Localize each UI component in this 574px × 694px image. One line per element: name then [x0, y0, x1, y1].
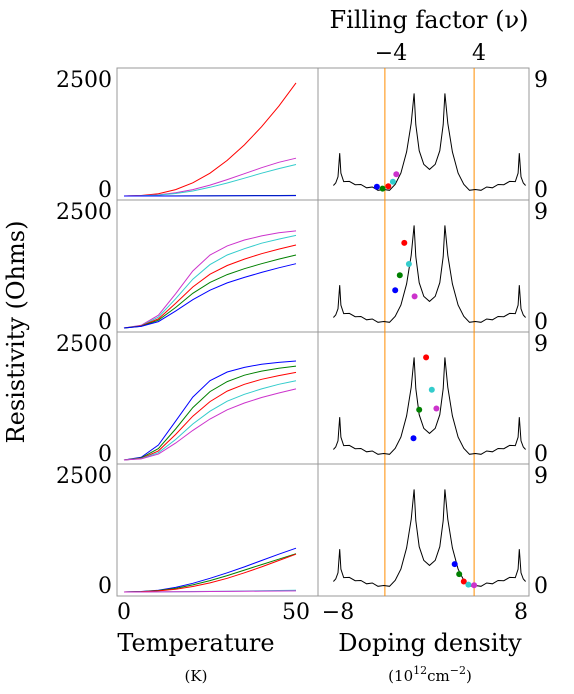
temperature-series-2-4 — [123, 254, 297, 329]
x-tick-minus-8: −8 — [322, 600, 354, 625]
right-y-tick-bottom-4: 0 — [534, 574, 548, 599]
x-tick-0: 0 — [117, 600, 131, 625]
doping-panel-1 — [317, 67, 530, 201]
x-axis-unit-temperature: (K) — [185, 667, 208, 685]
x-tick-50: 50 — [282, 600, 310, 625]
resistivity-curve-4 — [333, 489, 526, 587]
doping-unit-exp2: −2 — [450, 664, 466, 677]
doping-marker-1-2 — [379, 185, 386, 192]
temperature-series-2-2 — [123, 234, 297, 329]
x-tick-8: 8 — [514, 600, 528, 625]
temperature-curves — [123, 82, 297, 593]
doping-marker-2-3 — [401, 239, 408, 246]
doping-marker-4-5 — [471, 582, 478, 589]
doping-marker-4-3 — [460, 578, 467, 585]
top-tick-4: 4 — [472, 41, 486, 66]
doping-marker-4-1 — [451, 561, 458, 568]
temperature-series-4-5 — [124, 590, 297, 593]
temperature-series-1-2 — [123, 157, 297, 197]
doping-marker-3-5 — [433, 405, 440, 412]
temperature-series-3-5 — [123, 388, 297, 461]
doping-marker-4-2 — [456, 571, 463, 578]
temperature-panel-3 — [116, 331, 319, 465]
doping-panels — [317, 67, 530, 597]
doping-unit-base: (10 — [388, 667, 413, 685]
filling-factor-label: Filling factor (ν) — [330, 6, 529, 34]
temperature-series-1-3 — [123, 164, 297, 197]
temperature-series-3-1 — [123, 360, 297, 461]
x-axis-unit-doping: (1012cm−2) — [388, 664, 472, 685]
y-tick-top-4: 2500 — [56, 464, 112, 489]
right-y-tick-top-1: 9 — [534, 68, 548, 93]
doping-marker-2-2 — [396, 272, 403, 279]
temperature-series-2-3 — [123, 244, 297, 329]
y-tick-bottom-3: 0 — [98, 442, 112, 467]
right-y-tick-top-4: 9 — [534, 464, 548, 489]
temperature-series-1-1 — [123, 82, 297, 197]
right-y-tick-bottom-1: 0 — [534, 178, 548, 203]
y-tick-bottom-2: 0 — [98, 310, 112, 335]
x-axis-label-doping: Doping density — [338, 629, 522, 657]
doping-unit-close: ) — [466, 667, 472, 685]
doping-curves — [333, 68, 526, 596]
temperature-series-2-5 — [123, 263, 297, 329]
temperature-series-3-2 — [123, 365, 297, 461]
doping-marker-2-4 — [405, 261, 412, 267]
right-y-tick-bottom-3: 0 — [534, 442, 548, 467]
doping-panel-2 — [317, 199, 530, 333]
temperature-series-3-4 — [123, 380, 297, 461]
resistivity-curve-3 — [333, 357, 526, 455]
temperature-series-2-1 — [123, 230, 297, 329]
y-tick-bottom-4: 0 — [98, 574, 112, 599]
doping-marker-3-3 — [423, 354, 430, 361]
doping-marker-1-3 — [385, 183, 392, 190]
top-tick-minus-4: −4 — [375, 41, 407, 66]
doping-marker-3-1 — [410, 435, 417, 442]
doping-marker-2-5 — [411, 293, 418, 300]
right-y-tick-top-3: 9 — [534, 332, 548, 357]
doping-marker-1-1 — [373, 183, 380, 190]
y-tick-top-3: 2500 — [56, 332, 112, 357]
resistivity-curve-2 — [333, 225, 526, 323]
temperature-series-4-3 — [123, 553, 297, 593]
doping-marker-3-2 — [416, 406, 423, 413]
x-axis-label-temperature: Temperature — [117, 629, 274, 657]
right-y-tick-top-2: 9 — [534, 200, 548, 225]
y-tick-top-2: 2500 — [56, 200, 112, 225]
resistivity-curve-1 — [333, 93, 526, 191]
y-tick-top-1: 2500 — [56, 68, 112, 93]
doping-panel-3 — [317, 331, 530, 465]
doping-marker-2-1 — [392, 287, 399, 294]
y-axis-label: Resistivity (Ohms) — [2, 221, 30, 444]
doping-marker-1-4 — [389, 178, 396, 185]
right-y-tick-bottom-2: 0 — [534, 310, 548, 335]
y-tick-bottom-1: 0 — [98, 178, 112, 203]
temperature-panels — [116, 67, 319, 597]
temperature-series-3-3 — [123, 371, 297, 461]
doping-panel-4 — [317, 463, 530, 597]
temperature-series-4-2 — [123, 553, 297, 593]
doping-unit-rest: cm — [427, 667, 450, 685]
doping-marker-4-4 — [465, 581, 472, 588]
temperature-series-4-1 — [123, 547, 297, 593]
doping-marker-3-4 — [428, 386, 435, 393]
doping-marker-1-5 — [393, 171, 400, 178]
doping-unit-exp: 12 — [413, 664, 427, 677]
temperature-panel-1 — [116, 67, 319, 201]
